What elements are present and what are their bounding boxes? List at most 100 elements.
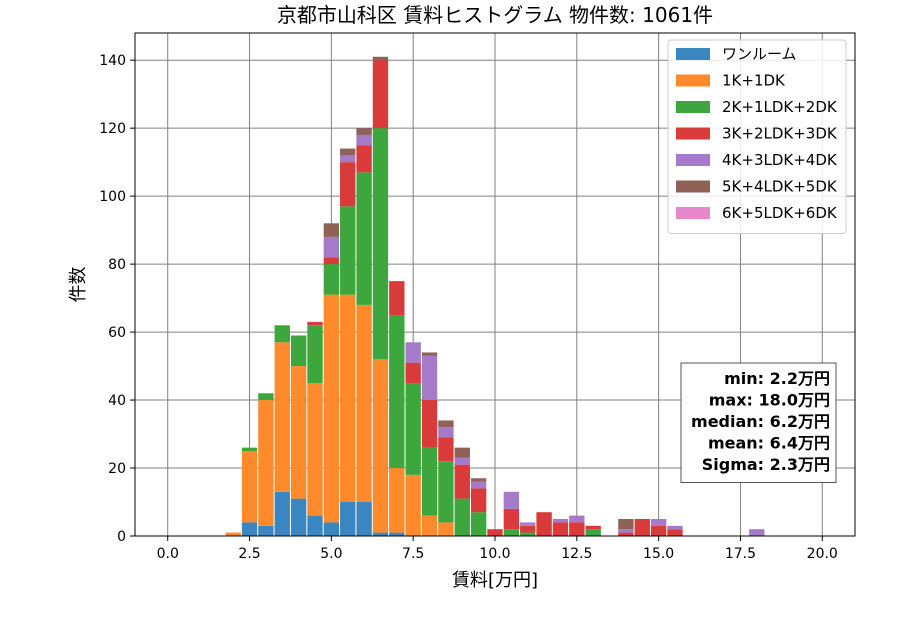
y-tick-label: 20 bbox=[108, 461, 126, 477]
bar-segment bbox=[225, 532, 241, 536]
y-axis-ticks: 0 20 40 60 80 100 120 140 bbox=[99, 53, 135, 545]
bar-segment bbox=[290, 366, 307, 499]
bar-segment bbox=[421, 447, 438, 516]
y-tick-label: 140 bbox=[99, 53, 126, 69]
bar-segment bbox=[241, 451, 258, 523]
bar-segment bbox=[438, 427, 454, 438]
y-tick-label: 120 bbox=[99, 121, 126, 137]
x-tick-label: 17.5 bbox=[725, 546, 756, 562]
bar-segment bbox=[585, 525, 601, 530]
stats-line: max: 18.0万円 bbox=[709, 391, 830, 410]
bar-segment bbox=[438, 522, 454, 536]
legend-label: 4K+3LDK+4DK bbox=[722, 151, 838, 169]
bar-segment bbox=[470, 488, 487, 513]
bar-segment bbox=[618, 529, 634, 533]
bar-segment bbox=[405, 383, 421, 475]
bar-segment bbox=[340, 162, 356, 207]
bar-segment bbox=[454, 464, 470, 499]
legend-swatch bbox=[676, 74, 710, 87]
bar-segment bbox=[356, 502, 372, 536]
bar-segment bbox=[323, 264, 340, 295]
bar-segment bbox=[258, 393, 274, 401]
bar-segment bbox=[372, 56, 389, 61]
bar-segment bbox=[323, 522, 340, 536]
bar-segment bbox=[340, 148, 356, 156]
bar-segment bbox=[421, 352, 438, 356]
bar-segment bbox=[405, 362, 421, 384]
bar-segment bbox=[454, 457, 470, 465]
bar-segment bbox=[307, 325, 323, 384]
legend-label: 3K+2LDK+3DK bbox=[722, 125, 838, 143]
y-tick-label: 100 bbox=[99, 189, 126, 205]
bar-segment bbox=[520, 532, 536, 536]
legend-box bbox=[667, 39, 847, 234]
stats-line: min: 2.2万円 bbox=[724, 369, 830, 388]
bar-segment bbox=[356, 134, 372, 146]
bar-segment bbox=[323, 236, 340, 258]
x-tick-label: 0.0 bbox=[157, 546, 179, 562]
bar-segment bbox=[372, 532, 389, 536]
x-axis-ticks: 0.0 2.5 5.0 7.5 10.0 12.5 15.0 17.5 20.0 bbox=[157, 536, 838, 562]
bar-segment bbox=[454, 447, 470, 458]
bar-segment bbox=[503, 529, 520, 536]
bar-segment bbox=[470, 478, 487, 482]
bar-segment bbox=[650, 525, 667, 536]
x-tick-label: 7.5 bbox=[402, 546, 424, 562]
legend: ワンルーム 1K+1DK 2K+1LDK+2DK 3K+2LDK+3DK 4K+3LDK… bbox=[667, 39, 847, 234]
bar-segment bbox=[340, 294, 356, 503]
bar-segment bbox=[274, 325, 290, 343]
bar-segment bbox=[470, 512, 487, 536]
bar-segment bbox=[438, 420, 454, 428]
bar-segment bbox=[618, 532, 634, 536]
bar-segment bbox=[389, 532, 405, 536]
y-tick-label: 0 bbox=[117, 529, 126, 545]
y-tick-label: 60 bbox=[108, 325, 126, 341]
bar-segment bbox=[454, 498, 470, 536]
x-tick-label: 15.0 bbox=[643, 546, 674, 562]
bar-segment bbox=[520, 525, 536, 533]
bar-segment bbox=[307, 383, 323, 516]
x-tick-label: 12.5 bbox=[561, 546, 592, 562]
y-tick-label: 80 bbox=[108, 257, 126, 273]
bar-segment bbox=[536, 512, 552, 536]
bar-segment bbox=[405, 474, 421, 536]
bar-segment bbox=[520, 522, 536, 526]
bar-segment bbox=[503, 508, 520, 530]
bar-segment bbox=[389, 281, 405, 316]
x-tick-label: 2.5 bbox=[238, 546, 260, 562]
bar-segment bbox=[569, 522, 585, 536]
bar-segment bbox=[307, 515, 323, 536]
chart-title: 京都市山科区 賃料ヒストグラム 物件数: 1061件 bbox=[277, 3, 713, 27]
bar-segment bbox=[356, 145, 372, 173]
y-tick-label: 40 bbox=[108, 393, 126, 409]
bar-segment bbox=[749, 529, 765, 536]
bar-segment bbox=[405, 342, 421, 363]
legend-swatch bbox=[676, 101, 710, 113]
bar-segment bbox=[421, 355, 438, 401]
bar-segment bbox=[356, 172, 372, 305]
bar-segment bbox=[356, 128, 372, 135]
bar-segment bbox=[340, 502, 356, 536]
y-axis-label: 件数 bbox=[68, 267, 89, 303]
bar-segment bbox=[274, 342, 290, 492]
legend-label: 5K+4LDK+5DK bbox=[722, 178, 838, 196]
legend-label: 2K+1LDK+2DK bbox=[722, 98, 838, 116]
bar-segment bbox=[340, 155, 356, 163]
bar-segment bbox=[487, 529, 503, 536]
bar-segment bbox=[389, 315, 405, 469]
bar-segment bbox=[274, 491, 290, 536]
stats-line: median: 6.2万円 bbox=[691, 412, 830, 431]
bar-segment bbox=[340, 206, 356, 295]
bar-segment bbox=[323, 257, 340, 265]
legend-swatch bbox=[676, 154, 710, 166]
bar-segment bbox=[372, 128, 389, 360]
bar-segment bbox=[372, 359, 389, 533]
bar-segment bbox=[634, 519, 650, 536]
bar-segment bbox=[438, 461, 454, 523]
x-tick-label: 5.0 bbox=[320, 546, 342, 562]
bar-segment bbox=[421, 400, 438, 448]
bars bbox=[225, 56, 765, 536]
bar-segment bbox=[389, 468, 405, 533]
bar-segment bbox=[290, 498, 307, 536]
bar-segment bbox=[323, 294, 340, 523]
